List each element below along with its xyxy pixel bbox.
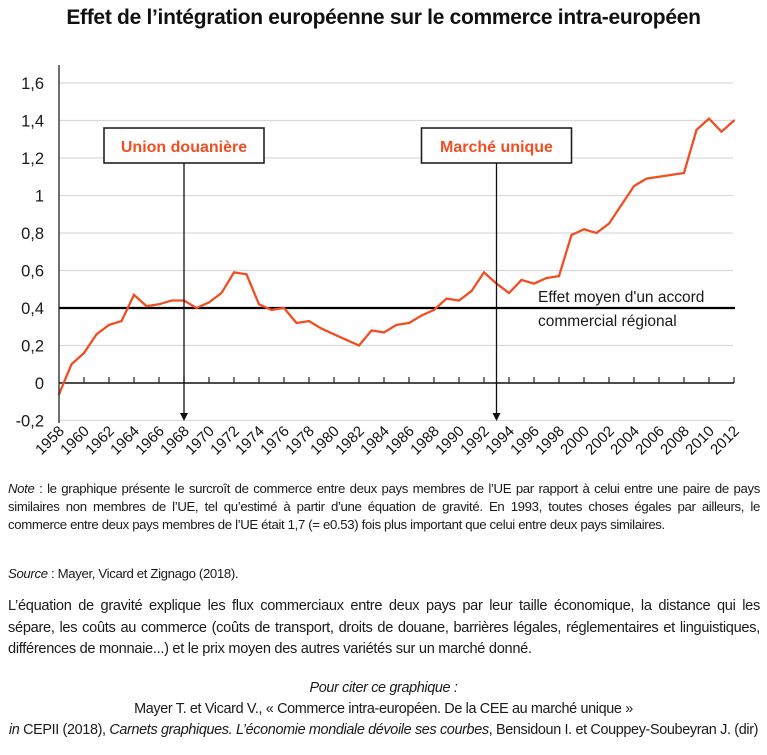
data-point	[732, 119, 736, 122]
y-tick-label: 0	[35, 375, 44, 393]
data-point	[632, 185, 636, 188]
gravity-explanation: L’équation de gravité explique les flux …	[8, 598, 760, 657]
data-point	[420, 314, 423, 317]
data-point	[70, 363, 73, 366]
annotation-arrowhead	[180, 413, 188, 421]
y-axis-ticks: 1,6 1,4 1,2 1 0,8 0,6 0,4 0,2 0 -0,2	[16, 75, 44, 431]
data-point	[520, 278, 523, 281]
y-tick-label: 0,4	[21, 300, 44, 318]
citation-block: Pour citer ce graphique : Mayer T. et Vi…	[0, 678, 767, 741]
data-point	[107, 323, 111, 326]
data-point	[295, 321, 298, 325]
note-label: Note	[8, 481, 35, 496]
line-chart: 1,6 1,4 1,2 1 0,8 0,6 0,4 0,2 0 -0,2 195819601962…	[16, 65, 743, 459]
x-axis-tick-labels: 1958196019621964196619681970197219741976…	[32, 423, 743, 459]
data-point	[345, 338, 348, 341]
data-point	[645, 177, 648, 180]
data-point	[707, 117, 711, 120]
y-tick-label: 1,2	[21, 150, 44, 168]
data-point	[95, 333, 98, 336]
data-point	[232, 271, 236, 274]
reference-line-label-1: Effet moyen d'un accord	[538, 289, 704, 306]
y-tick-label: 0,6	[21, 263, 44, 281]
citation-heading: Pour citer ce graphique :	[309, 680, 458, 696]
citation-line1: Mayer T. et Vicard V., « Commerce intra-…	[134, 701, 633, 717]
data-point	[670, 173, 673, 176]
data-point	[532, 282, 536, 285]
chart-title: Effet de l’intégration européenne sur le…	[66, 6, 701, 29]
data-point	[195, 306, 198, 310]
citation-editors: , Bensidoun I. et Couppey-Soubeyran J. (…	[488, 722, 759, 738]
data-point	[370, 329, 373, 332]
y-tick-label: -0,2	[16, 413, 44, 431]
data-point	[595, 231, 598, 235]
data-point	[620, 203, 623, 206]
data-point	[382, 331, 386, 334]
y-tick-label: 0,8	[21, 225, 44, 243]
data-point	[607, 222, 611, 225]
data-point	[282, 306, 286, 310]
annotation-label: Union douanière	[121, 139, 247, 156]
note-text: : le graphique présente le surcroît de c…	[8, 481, 760, 532]
data-point	[570, 233, 573, 236]
citation-book-title: Carnets graphiques. L’économie mondiale …	[109, 722, 489, 738]
data-point	[657, 175, 661, 178]
annotations-group: Union douanière Marché unique	[103, 127, 573, 421]
data-point	[207, 301, 211, 304]
data-point	[407, 321, 411, 325]
source-line: Source : Mayer, Vicard et Zignago (2018)…	[8, 566, 239, 581]
source-text: : Mayer, Vicard et Zignago (2018).	[47, 566, 239, 581]
source-label: Source	[8, 566, 48, 581]
y-tick-label: 0,2	[21, 338, 44, 356]
data-point	[507, 291, 511, 295]
data-point	[145, 305, 148, 308]
data-point	[270, 308, 273, 311]
data-point	[307, 320, 311, 323]
x-tick-label: 2012	[707, 423, 743, 459]
x-axis	[59, 377, 735, 384]
data-point	[682, 171, 686, 175]
citation-cepii: CEPII (2018),	[19, 722, 110, 738]
data-point	[320, 327, 323, 330]
annotation-label: Marché unique	[440, 139, 553, 156]
data-point	[470, 290, 473, 293]
citation-in: in	[8, 722, 20, 738]
y-tick-label: 1,6	[21, 75, 44, 93]
data-point	[582, 228, 586, 231]
data-point	[557, 275, 561, 278]
data-point	[332, 333, 336, 336]
data-point	[545, 276, 548, 280]
reference-line-label-2: commercial régional	[538, 313, 677, 330]
annotation-arrowhead	[492, 413, 501, 421]
data-point	[220, 291, 223, 295]
data-point	[695, 128, 698, 131]
data-point	[170, 299, 173, 302]
data-point	[157, 303, 161, 306]
note-paragraph: Note : le graphique présente le surcroît…	[8, 480, 760, 534]
data-point	[357, 344, 361, 347]
annotation-box	[103, 127, 265, 164]
data-point	[132, 293, 136, 296]
data-point	[82, 351, 86, 355]
data-point	[720, 130, 723, 133]
data-point	[395, 323, 398, 326]
data-point	[120, 320, 123, 323]
data-point	[445, 297, 448, 300]
data-point	[245, 273, 248, 276]
y-tick-label: 1,4	[21, 113, 44, 131]
citation-line2: in CEPII (2018), Carnets graphiques. L’é…	[0, 720, 767, 741]
data-point	[457, 299, 461, 302]
data-point	[257, 303, 261, 306]
y-tick-label: 1	[35, 188, 44, 206]
data-point	[432, 308, 436, 311]
reference-line-group: Effet moyen d'un accord commercial région…	[59, 289, 735, 330]
data-point	[482, 271, 486, 274]
